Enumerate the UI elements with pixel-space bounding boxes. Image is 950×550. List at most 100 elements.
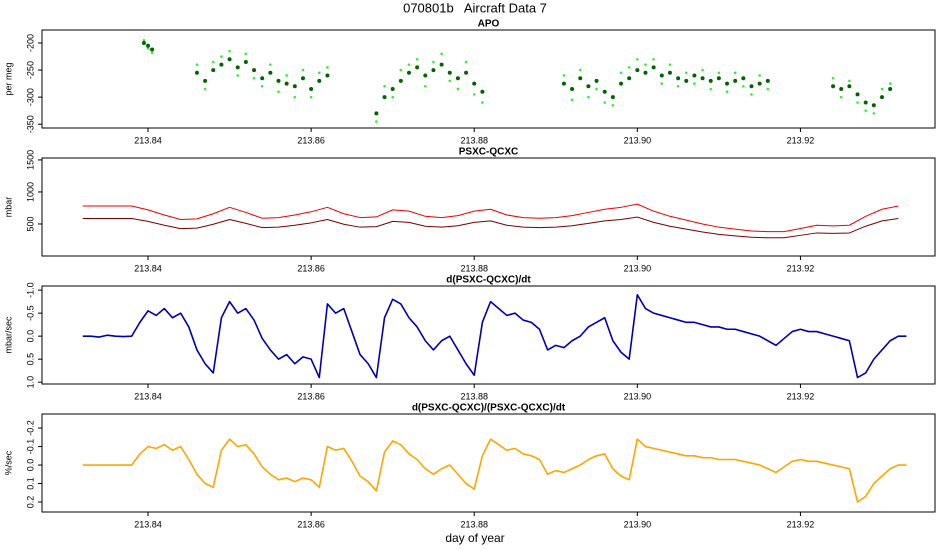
data-point (871, 103, 876, 108)
data-point (652, 57, 655, 61)
data-point (619, 81, 624, 86)
data-point (455, 76, 460, 81)
data-point (375, 120, 378, 123)
y-tick-label: 1500 (25, 150, 35, 170)
data-point (432, 60, 435, 64)
data-point (879, 95, 884, 100)
data-point (325, 73, 330, 78)
data-point (570, 98, 574, 102)
data-point (888, 87, 893, 92)
data-point (701, 68, 704, 72)
chart-title: 070801b Aircraft Data 7 (403, 0, 547, 15)
x-tick-label: 213.84 (134, 263, 162, 273)
data-point (627, 66, 631, 69)
data-point (708, 78, 713, 83)
data-point (309, 95, 313, 99)
data-point (855, 92, 860, 97)
x-tick-label: 213.86 (297, 391, 325, 401)
x-tick-label: 213.92 (787, 135, 815, 145)
data-point (831, 84, 836, 89)
y-tick-label: -250 (25, 61, 35, 79)
data-point (766, 87, 770, 91)
data-point (733, 71, 737, 75)
x-tick-label: 213.88 (460, 135, 488, 145)
data-point (447, 70, 452, 75)
data-point (146, 43, 151, 48)
data-point (872, 112, 876, 115)
data-point (415, 65, 420, 70)
data-point (667, 70, 672, 75)
y-axis-title: mbar (3, 197, 13, 218)
data-point (390, 87, 395, 92)
data-point (269, 63, 272, 66)
data-point (831, 76, 835, 80)
data-point (309, 87, 314, 92)
x-tick-label: 213.88 (460, 519, 488, 529)
data-point (611, 103, 615, 107)
data-point (203, 78, 208, 83)
data-point (856, 101, 859, 104)
data-point (285, 74, 288, 77)
x-tick-label: 213.92 (787, 263, 815, 273)
data-point (651, 65, 656, 70)
data-point (150, 51, 154, 55)
data-point (439, 62, 444, 67)
y-tick-label: 0.1 (25, 477, 35, 490)
data-point (848, 79, 851, 83)
x-tick-label: 213.86 (297, 519, 325, 529)
x-tick-label: 213.88 (460, 391, 488, 401)
x-tick-label: 213.92 (787, 391, 815, 401)
data-point (765, 78, 770, 83)
data-point (660, 82, 664, 85)
data-point (203, 87, 207, 91)
x-tick-label: 213.92 (787, 519, 815, 529)
data-point (382, 95, 387, 100)
data-point (863, 100, 868, 105)
data-point (741, 76, 746, 81)
data-point (864, 109, 867, 112)
x-tick-label: 213.90 (624, 263, 652, 273)
data-point (692, 73, 697, 78)
data-point (464, 60, 468, 64)
data-point (594, 78, 599, 83)
x-tick-label: 213.90 (624, 519, 652, 529)
data-point (602, 89, 607, 94)
data-point (276, 78, 281, 83)
y-tick-label: -200 (25, 34, 35, 52)
data-point (268, 70, 273, 75)
data-point (561, 81, 566, 86)
y-tick-label: 0.0 (25, 330, 35, 343)
data-point (578, 76, 583, 81)
data-point (750, 93, 753, 96)
data-point (684, 78, 689, 83)
data-point (880, 87, 884, 91)
data-point (578, 68, 582, 72)
data-point (194, 70, 199, 75)
y-tick-label: 0.0 (25, 459, 35, 472)
data-point (220, 55, 223, 58)
plot-frame (41, 285, 936, 385)
data-point (847, 84, 852, 89)
data-point (733, 78, 738, 83)
panel-title: APO (478, 19, 500, 30)
data-point (326, 66, 329, 69)
data-point (317, 71, 321, 75)
data-point (277, 90, 280, 94)
data-point (749, 84, 754, 89)
data-point (610, 95, 615, 100)
x-tick-label: 213.84 (134, 135, 162, 145)
data-point (456, 87, 460, 91)
data-point (717, 71, 721, 75)
panel-title: d(PSXC-QCXC)/(PSXC-QCXC)/dt (412, 403, 566, 414)
y-tick-label: -0.1 (25, 439, 35, 455)
x-tick-label: 213.86 (297, 135, 325, 145)
data-line (82, 293, 907, 379)
data-point (195, 63, 199, 66)
data-point (415, 57, 419, 61)
data-point (676, 85, 680, 88)
y-tick-label: 1000 (25, 182, 35, 202)
data-point (260, 76, 265, 81)
x-tick-label: 213.90 (624, 391, 652, 401)
data-point (725, 90, 729, 94)
data-point (480, 89, 485, 94)
